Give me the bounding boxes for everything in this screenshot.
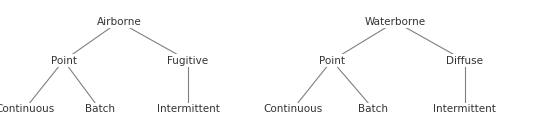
Text: Batch: Batch [85, 104, 114, 114]
Text: Continuous: Continuous [0, 104, 55, 114]
Text: Continuous: Continuous [263, 104, 323, 114]
Text: Intermittent: Intermittent [156, 104, 220, 114]
Text: Point: Point [319, 56, 345, 65]
Text: Intermittent: Intermittent [433, 104, 496, 114]
Text: Airborne: Airborne [97, 17, 141, 27]
Text: Batch: Batch [358, 104, 388, 114]
Text: Waterborne: Waterborne [365, 17, 426, 27]
Text: Diffuse: Diffuse [446, 56, 483, 65]
Text: Fugitive: Fugitive [168, 56, 208, 65]
Text: Point: Point [50, 56, 77, 65]
